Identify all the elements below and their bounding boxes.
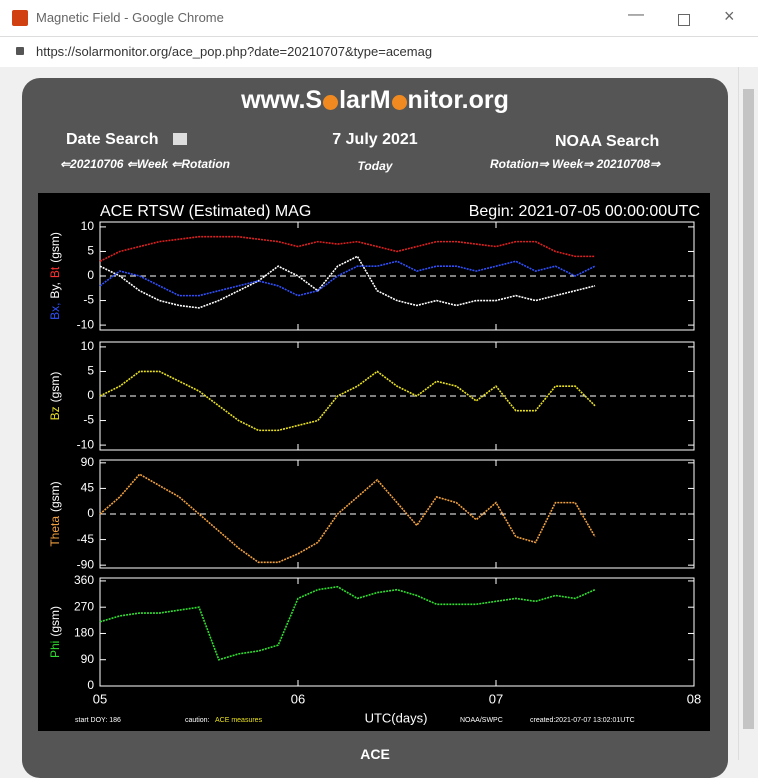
y-axis-label: Phi (gsm) — [48, 606, 62, 658]
y-tick-label: 5 — [87, 364, 94, 378]
y-label-part: (gsm) — [48, 606, 62, 637]
y-tick-label: 360 — [74, 573, 94, 587]
nav-next[interactable]: Rotation⇒ Week⇒ 20210708⇒ — [490, 157, 661, 171]
y-tick-label: 0 — [87, 506, 94, 520]
footer-label: ACE — [360, 746, 390, 762]
mag-plot: ACE RTSW (Estimated) MAG Begin: 2021-07-… — [38, 193, 710, 731]
y-tick-label: 270 — [74, 599, 94, 613]
x-tick-label: 07 — [489, 691, 503, 706]
nav-today[interactable]: Today — [357, 159, 393, 173]
title-bar: Magnetic Field - Google Chrome — × — [0, 0, 758, 37]
y-tick-label: -45 — [77, 532, 95, 546]
source: NOAA/SWPC — [460, 717, 503, 724]
y-label-part: Bt — [48, 266, 62, 278]
y-axis-label: Bx, By, Bt (gsm) — [48, 232, 62, 320]
url[interactable]: https://solarmonitor.org/ace_pop.php?dat… — [36, 44, 433, 59]
nav-previous[interactable]: ⇐20210706 ⇐Week ⇐Rotation — [60, 157, 231, 171]
y-label-part: Bx, — [48, 303, 62, 320]
y-label-part: Bz — [48, 406, 62, 420]
plot-title: ACE RTSW (Estimated) MAG — [100, 203, 311, 220]
x-tick-label: 08 — [687, 691, 701, 706]
y-label-part: (gsm) — [48, 232, 62, 263]
x-tick-label: 06 — [291, 691, 305, 706]
site-part: www.S — [241, 86, 323, 114]
y-tick-label: -10 — [77, 437, 95, 451]
y-tick-label: 90 — [81, 455, 95, 469]
y-label-part: Theta — [48, 516, 62, 547]
y-tick-label: 45 — [81, 481, 95, 495]
series-line — [99, 585, 596, 661]
y-tick-label: -5 — [83, 413, 94, 427]
y-tick-label: 180 — [74, 626, 94, 640]
series-line — [99, 473, 596, 564]
calendar-icon[interactable] — [173, 133, 187, 145]
site-part: larM — [339, 86, 391, 114]
y-tick-label: -10 — [77, 317, 95, 331]
minimize-button[interactable]: — — [628, 6, 644, 23]
plot-background — [38, 193, 710, 731]
close-button[interactable]: × — [724, 6, 735, 26]
sun-icon — [323, 95, 339, 110]
x-tick-label: 05 — [93, 691, 107, 706]
y-tick-label: 90 — [81, 652, 95, 666]
y-tick-label: 0 — [87, 388, 94, 402]
favicon — [12, 10, 28, 26]
current-date: 7 July 2021 — [332, 131, 418, 148]
window-title: Magnetic Field - Google Chrome — [36, 10, 224, 25]
y-tick-label: -5 — [83, 293, 94, 307]
panel-frame — [99, 577, 695, 687]
caution: caution: — [185, 717, 210, 724]
scroll-thumb[interactable] — [743, 89, 754, 729]
maximize-button[interactable] — [678, 14, 690, 26]
series-line — [99, 235, 595, 262]
y-label-part: (gsm) — [48, 372, 62, 403]
noaa-search[interactable]: NOAA Search — [555, 133, 660, 150]
lock-icon — [16, 47, 24, 55]
y-axis-label: Theta (gsm) — [48, 481, 62, 546]
site-title[interactable]: www.S larM nitor.org — [22, 86, 728, 115]
caution-note: ACE measures — [215, 717, 263, 724]
x-axis-label: UTC(days) — [365, 710, 428, 725]
y-tick-label: 5 — [87, 244, 94, 258]
sun-icon — [391, 95, 407, 110]
series-line — [99, 260, 596, 297]
series-line — [99, 370, 596, 432]
y-tick-label: 10 — [81, 219, 95, 233]
site-part: nitor.org — [407, 86, 509, 114]
series-line — [99, 255, 596, 309]
start-doy: start DOY: 186 — [75, 717, 121, 724]
y-tick-label: 0 — [87, 268, 94, 282]
address-bar[interactable]: https://solarmonitor.org/ace_pop.php?dat… — [0, 37, 758, 67]
y-tick-label: 10 — [81, 339, 95, 353]
y-label-part: (gsm) — [48, 481, 62, 512]
date-search[interactable]: Date Search — [66, 131, 159, 148]
y-label-part: Phi — [48, 641, 62, 658]
scrollbar[interactable] — [738, 67, 758, 760]
y-label-part: By, — [48, 282, 62, 298]
y-tick-label: -90 — [77, 557, 95, 571]
plot-begin: Begin: 2021-07-05 00:00:00UTC — [469, 203, 700, 220]
created: created:2021-07-07 13:02:01UTC — [530, 717, 635, 724]
y-axis-label: Bz (gsm) — [48, 372, 62, 421]
y-tick-label: 0 — [87, 678, 94, 692]
